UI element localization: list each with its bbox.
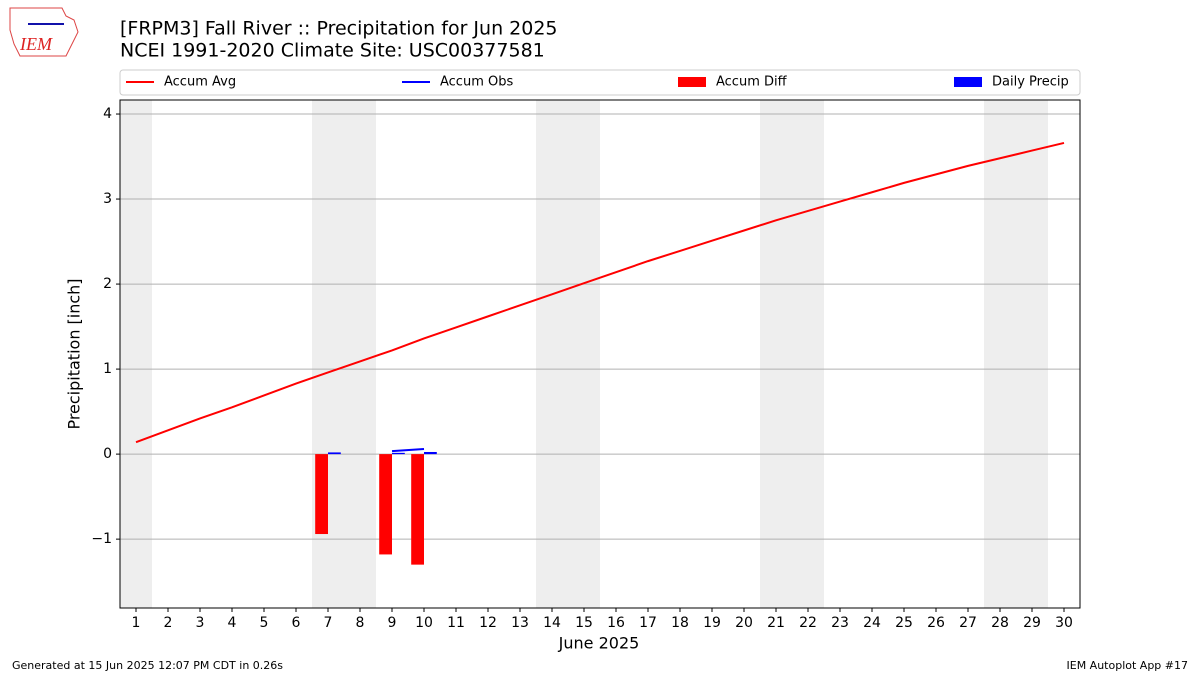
legend-label: Accum Obs: [440, 75, 513, 90]
x-tick-label: 30: [1055, 615, 1073, 631]
x-tick-label: 29: [1023, 615, 1041, 631]
y-tick-label: 3: [103, 191, 112, 207]
x-tick-label: 19: [703, 615, 721, 631]
chart-subtitle: NCEI 1991-2020 Climate Site: USC00377581: [120, 40, 545, 62]
x-tick-label: 13: [511, 615, 529, 631]
line: [135, 141, 1065, 444]
x-tick-label: 3: [196, 615, 205, 631]
x-tick-label: 24: [863, 615, 881, 631]
y-tick-label: −1: [91, 531, 112, 547]
x-tick-label: 26: [927, 615, 945, 631]
x-tick-label: 15: [575, 615, 593, 631]
x-axis-label: June 2025: [558, 634, 640, 653]
chart-title: [FRPM3] Fall River :: Precipitation for …: [120, 18, 558, 40]
y-tick-label: 2: [103, 276, 112, 292]
x-tick-label: 23: [831, 615, 849, 631]
x-tick-label: 5: [260, 615, 269, 631]
x-tick-label: 22: [799, 615, 817, 631]
x-tick-label: 8: [356, 615, 365, 631]
y-tick-label: 1: [103, 361, 112, 377]
x-tick-label: 6: [292, 615, 301, 631]
legend-label: Accum Avg: [164, 75, 236, 90]
x-tick-label: 20: [735, 615, 753, 631]
logo: IEM: [9, 7, 79, 57]
bar: [392, 452, 405, 455]
logo-outline: [9, 7, 79, 57]
logo-text: IEM: [19, 34, 53, 54]
line: [391, 448, 425, 453]
footer-right: IEM Autoplot App #17: [1067, 659, 1189, 672]
y-axis-label: Precipitation [inch]: [65, 278, 84, 429]
legend-label: Daily Precip: [992, 75, 1069, 90]
bar: [328, 452, 341, 455]
x-tick-label: 17: [639, 615, 657, 631]
x-tick-label: 2: [164, 615, 173, 631]
x-tick-label: 14: [543, 615, 561, 631]
x-tick-label: 1: [132, 615, 141, 631]
y-tick-label: 0: [103, 446, 112, 462]
x-tick-label: 7: [324, 615, 333, 631]
legend-swatch: [954, 77, 982, 87]
footer-left: Generated at 15 Jun 2025 12:07 PM CDT in…: [12, 659, 283, 672]
x-tick-label: 10: [415, 615, 433, 631]
bar: [379, 454, 392, 555]
x-tick-label: 11: [447, 615, 465, 631]
weekend-shade: [984, 100, 1048, 608]
plot-frame: [119, 99, 1081, 609]
bar: [424, 451, 437, 455]
weekend-shade: [536, 100, 600, 608]
weekend-shade: [120, 100, 152, 608]
legend-label: Accum Diff: [716, 75, 788, 90]
legend-swatch: [678, 77, 706, 87]
x-tick-label: 16: [607, 615, 625, 631]
x-tick-label: 28: [991, 615, 1009, 631]
bar: [315, 454, 328, 535]
x-tick-label: 9: [388, 615, 397, 631]
legend-box: [119, 69, 1081, 96]
x-tick-label: 27: [959, 615, 977, 631]
x-tick-label: 18: [671, 615, 689, 631]
y-tick-label: 4: [103, 106, 112, 122]
x-tick-label: 25: [895, 615, 913, 631]
weekend-shade: [760, 100, 824, 608]
bar: [411, 454, 424, 565]
x-tick-label: 4: [228, 615, 237, 631]
x-tick-label: 21: [767, 615, 785, 631]
x-tick-label: 12: [479, 615, 497, 631]
